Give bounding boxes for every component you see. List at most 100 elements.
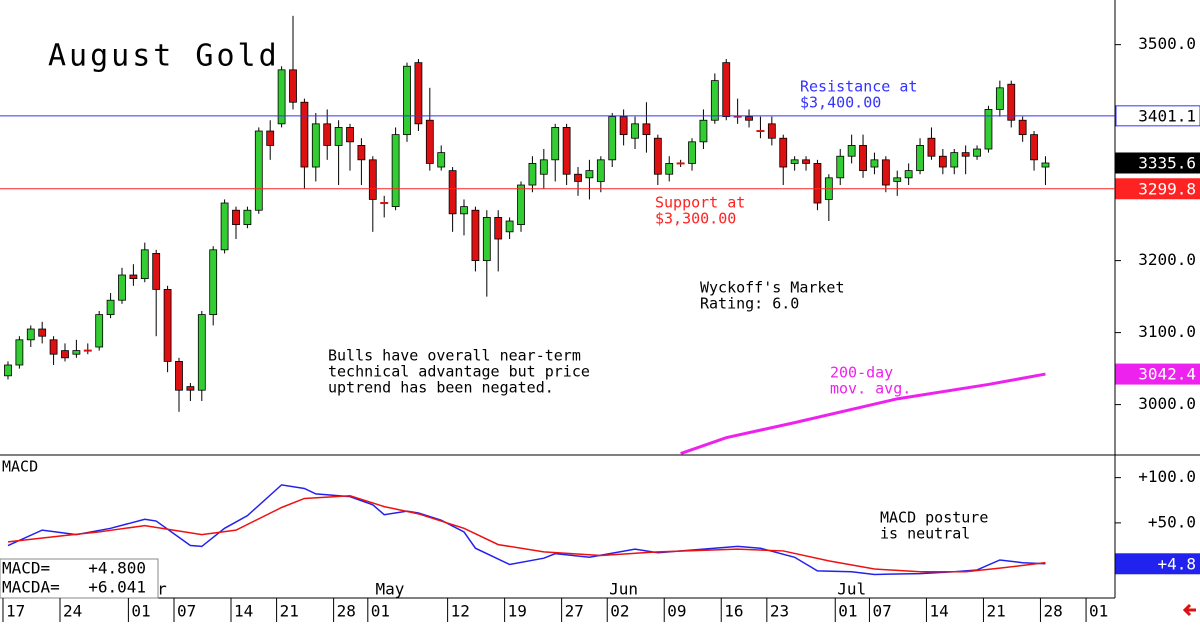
- candle-body: [984, 109, 993, 150]
- candle-body: [950, 152, 959, 168]
- candle-body: [551, 127, 560, 161]
- x-tick-label: 14: [234, 602, 253, 621]
- macd-plot: [7, 484, 1046, 576]
- candle-body: [391, 134, 400, 208]
- moving-average: [680, 372, 1046, 455]
- last-price-label: 3335.6: [1138, 153, 1196, 172]
- last-price-label-box: [1115, 152, 1200, 174]
- x-tick-label: 07: [872, 602, 891, 621]
- candle-body: [836, 155, 845, 179]
- candle-body: [619, 116, 628, 136]
- candle-body: [574, 173, 582, 182]
- candle-body: [995, 87, 1004, 110]
- candle-body: [140, 249, 149, 280]
- annotation: Support at: [655, 194, 745, 212]
- x-tick-label: 12: [451, 602, 470, 621]
- candle-body: [653, 137, 662, 175]
- annotation: Resistance at: [800, 78, 917, 96]
- candle-body: [129, 274, 138, 280]
- readout-name: MACD=: [2, 559, 50, 578]
- annotation: MACD posture: [880, 509, 988, 527]
- x-tick-label: 27: [565, 602, 584, 621]
- x-tick-label: 02: [610, 602, 629, 621]
- x-tick-label: 28: [337, 602, 356, 621]
- annotation: $3,400.00: [800, 94, 881, 112]
- x-tick-label: 17: [6, 602, 25, 621]
- month-label: r: [157, 580, 167, 599]
- candle-body: [277, 69, 286, 125]
- readout-value: +4.800: [88, 559, 146, 578]
- annotation: uptrend has been negated.: [328, 379, 554, 397]
- candle-body: [961, 152, 970, 157]
- x-tick-label: 21: [280, 602, 299, 621]
- candle-body: [61, 350, 69, 359]
- candle-body: [802, 159, 810, 164]
- candle-body: [813, 163, 822, 204]
- candle-body: [403, 65, 411, 136]
- candle-body: [368, 159, 377, 200]
- readout-box: [0, 558, 159, 599]
- y-tick-label: 3000.0: [1138, 394, 1196, 413]
- candle-body: [4, 364, 12, 377]
- candle-body: [289, 69, 297, 103]
- candle-body: [482, 217, 491, 262]
- candle-body: [118, 274, 126, 301]
- candle-body: [197, 314, 206, 391]
- candle-body: [437, 152, 446, 168]
- candle-body: [722, 62, 731, 118]
- candle-body: [243, 209, 252, 226]
- annotation: mov. avg.: [830, 380, 911, 398]
- candle-body: [528, 163, 537, 186]
- month-label: Jun: [609, 580, 638, 599]
- x-tick-label: 01: [131, 602, 150, 621]
- y-tick-label: +50.0: [1148, 512, 1196, 531]
- resistance-label-box: [1115, 105, 1200, 127]
- candle-body: [232, 209, 240, 226]
- candle-body: [927, 137, 936, 157]
- candle-body: [938, 155, 947, 168]
- candle-body: [186, 386, 195, 391]
- macd-line: [7, 494, 1046, 573]
- candle-body: [163, 289, 172, 362]
- x-tick-label: 01: [371, 602, 390, 621]
- candle-body: [745, 116, 753, 121]
- month-label: May: [375, 580, 404, 599]
- candle-body: [49, 339, 58, 355]
- month-label: Jul: [837, 580, 866, 599]
- candle-body: [710, 80, 719, 121]
- candle-body: [790, 159, 799, 164]
- candle-body: [688, 141, 696, 164]
- candle-body: [847, 145, 856, 157]
- candle-body: [346, 127, 354, 143]
- x-tick-label: 19: [508, 602, 527, 621]
- candle-body: [414, 62, 423, 125]
- x-tick-label: 21: [986, 602, 1005, 621]
- y-tick-label: +100.0: [1138, 467, 1196, 486]
- price-plot: [4, 15, 1050, 455]
- scroll-arrow[interactable]: [1182, 603, 1196, 617]
- candle-body: [596, 159, 605, 182]
- candle-body: [1030, 134, 1038, 161]
- x-tick-label: 16: [724, 602, 743, 621]
- x-tick-label: 24: [63, 602, 82, 621]
- candle-body: [904, 170, 913, 179]
- x-tick-label: 07: [177, 602, 196, 621]
- x-tick-label: 01: [838, 602, 857, 621]
- x-tick-label: 23: [770, 602, 789, 621]
- support-label: 3299.8: [1138, 179, 1196, 198]
- candle-body: [357, 145, 366, 161]
- candle-body: [870, 159, 879, 168]
- annotation: technical advantage but price: [328, 363, 590, 381]
- candle-body: [300, 101, 309, 168]
- candle-body: [1007, 83, 1016, 121]
- candle-body: [448, 170, 457, 215]
- candle-body: [585, 170, 594, 179]
- candle-body: [517, 184, 525, 226]
- candle-body: [893, 177, 902, 182]
- candle-body: [266, 130, 275, 146]
- candle-body: [505, 220, 514, 233]
- candle-body: [859, 145, 867, 172]
- candle-body: [916, 145, 924, 172]
- candle-body: [72, 350, 81, 355]
